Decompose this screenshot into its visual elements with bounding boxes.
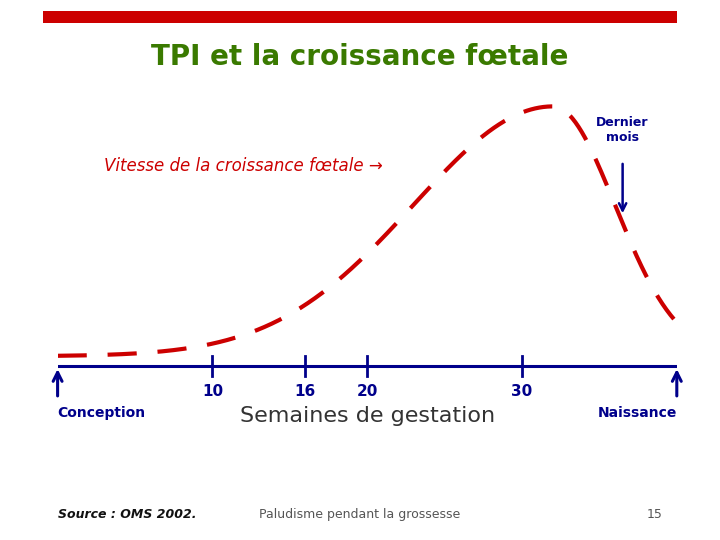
- Text: Paludisme pendant la grossesse: Paludisme pendant la grossesse: [259, 508, 461, 521]
- Text: Semaines de gestation: Semaines de gestation: [240, 406, 495, 426]
- Text: 10: 10: [202, 384, 223, 399]
- Text: 15: 15: [647, 508, 662, 521]
- Text: 16: 16: [294, 384, 316, 399]
- Text: Source : OMS 2002.: Source : OMS 2002.: [58, 508, 196, 521]
- Text: Dernier
mois: Dernier mois: [596, 116, 649, 144]
- Text: Naissance: Naissance: [598, 406, 677, 420]
- Text: Conception: Conception: [58, 406, 145, 420]
- Text: 30: 30: [511, 384, 533, 399]
- Text: TPI et la croissance fœtale: TPI et la croissance fœtale: [151, 43, 569, 71]
- Text: 20: 20: [356, 384, 378, 399]
- Text: Vitesse de la croissance fœtale →: Vitesse de la croissance fœtale →: [104, 157, 383, 176]
